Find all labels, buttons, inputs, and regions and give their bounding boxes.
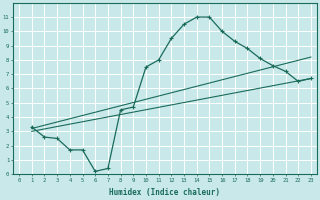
X-axis label: Humidex (Indice chaleur): Humidex (Indice chaleur): [109, 188, 220, 197]
